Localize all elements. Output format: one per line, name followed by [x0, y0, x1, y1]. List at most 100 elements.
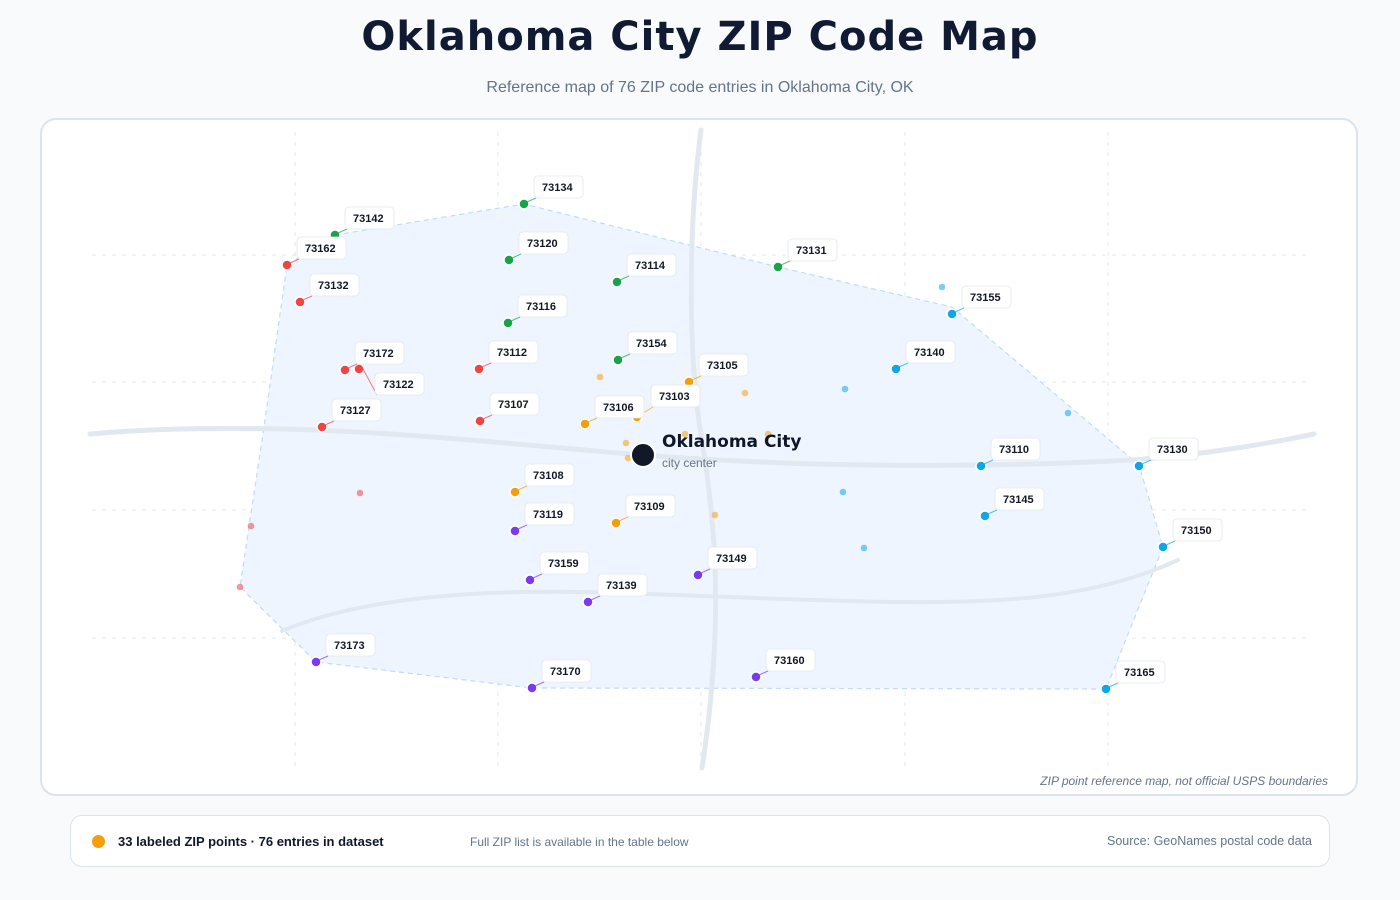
- zip-label-73154[interactable]: 73154: [620, 331, 678, 359]
- zip-point-minor[interactable]: [681, 430, 689, 438]
- zip-label-text: 73127: [340, 405, 371, 417]
- zip-label-73150[interactable]: 73150: [1165, 518, 1223, 546]
- page-subtitle: Reference map of 76 ZIP code entries in …: [486, 79, 914, 96]
- zip-point-73119[interactable]: [509, 525, 521, 537]
- zip-point-73165[interactable]: [1100, 683, 1112, 695]
- zip-point-minor[interactable]: [356, 489, 364, 497]
- zip-label-73116[interactable]: 73116: [510, 294, 568, 322]
- zip-point-73110[interactable]: [975, 460, 987, 472]
- zip-label-73142[interactable]: 73142: [337, 206, 395, 234]
- zip-point-73150[interactable]: [1157, 541, 1169, 553]
- zip-point-minor[interactable]: [247, 522, 255, 530]
- zip-point-73134[interactable]: [518, 198, 530, 210]
- legend-summary: 33 labeled ZIP points · 76 entries in da…: [118, 834, 384, 849]
- zip-point-73116[interactable]: [502, 317, 514, 329]
- zip-label-73130[interactable]: 73130: [1141, 437, 1199, 465]
- zip-label-73155[interactable]: 73155: [954, 285, 1012, 313]
- zip-label-73109[interactable]: 73109: [618, 494, 676, 522]
- zip-point-73155[interactable]: [946, 308, 958, 320]
- legend-dot-icon: [92, 835, 105, 848]
- zip-point-73114[interactable]: [611, 276, 623, 288]
- zip-point-73154[interactable]: [612, 354, 624, 366]
- zip-point-minor[interactable]: [860, 544, 868, 552]
- zip-label-73122[interactable]: 73122: [361, 366, 425, 396]
- zip-point-minor[interactable]: [938, 283, 946, 291]
- zip-label-73107[interactable]: 73107: [482, 392, 540, 420]
- zip-label-73162[interactable]: 73162: [289, 236, 347, 264]
- zip-label-text: 73140: [914, 347, 945, 359]
- zip-label-text: 73120: [527, 238, 558, 250]
- zip-point-minor[interactable]: [764, 430, 772, 438]
- zip-label-text: 73170: [550, 666, 581, 678]
- zip-point-73139[interactable]: [582, 596, 594, 608]
- zip-point-73149[interactable]: [692, 569, 704, 581]
- map-panel[interactable]: 73134 73142 73162 73120 73131 73114 73132 73155…: [40, 118, 1358, 796]
- zip-label-73165[interactable]: 73165: [1108, 660, 1166, 688]
- zip-label-73140[interactable]: 73140: [898, 340, 956, 368]
- zip-point-minor[interactable]: [622, 439, 630, 447]
- zip-point-73106[interactable]: [579, 418, 591, 430]
- zip-point-73120[interactable]: [503, 254, 515, 266]
- zip-label-text: 73103: [659, 391, 690, 403]
- data-source: Source: GeoNames postal code data: [1107, 834, 1312, 848]
- zip-point-73131[interactable]: [772, 261, 784, 273]
- zip-point-73112[interactable]: [473, 363, 485, 375]
- highway-north-south: [688, 127, 719, 771]
- zip-point-minor[interactable]: [841, 385, 849, 393]
- zip-point-minor[interactable]: [236, 583, 244, 591]
- zip-point-minor[interactable]: [839, 488, 847, 496]
- zip-label-text: 73172: [363, 348, 394, 360]
- zip-point-minor[interactable]: [1064, 409, 1072, 417]
- zip-label-text: 73130: [1157, 444, 1188, 456]
- zip-label-73173[interactable]: 73173: [318, 633, 376, 661]
- zip-point-73127[interactable]: [316, 421, 328, 433]
- zip-point-73107[interactable]: [474, 415, 486, 427]
- highway-south-loop: [280, 558, 1180, 633]
- zip-label-73159[interactable]: 73159: [532, 551, 590, 579]
- zip-label-text: 73142: [353, 213, 384, 225]
- zip-point-73173[interactable]: [310, 656, 322, 668]
- zip-label-text: 73160: [774, 655, 805, 667]
- zip-point-73122[interactable]: [353, 363, 365, 375]
- zip-point-73160[interactable]: [750, 671, 762, 683]
- zip-point-73159[interactable]: [524, 574, 536, 586]
- zip-point-73172[interactable]: [339, 364, 351, 376]
- zip-point-minor[interactable]: [596, 373, 604, 381]
- zip-point-minor[interactable]: [624, 454, 632, 462]
- zip-label-73127[interactable]: 73127: [324, 398, 382, 426]
- zip-point-73109[interactable]: [610, 517, 622, 529]
- zip-point-73132[interactable]: [294, 296, 306, 308]
- zip-point-minor[interactable]: [711, 511, 719, 519]
- zip-label-73103[interactable]: 73103: [639, 384, 701, 416]
- zip-label-73149[interactable]: 73149: [700, 546, 758, 574]
- zip-label-73106[interactable]: 73106: [587, 395, 645, 423]
- zip-label-text: 73149: [716, 553, 747, 565]
- zip-label-73172[interactable]: 73172: [347, 341, 405, 369]
- map-canvas[interactable]: 73134 73142 73162 73120 73131 73114 73132 73155…: [42, 120, 1358, 796]
- zip-label-73131[interactable]: 73131: [780, 238, 838, 266]
- zip-point-73130[interactable]: [1133, 460, 1145, 472]
- zip-label-73170[interactable]: 73170: [534, 659, 592, 687]
- zip-point-73140[interactable]: [890, 363, 902, 375]
- zip-label-73120[interactable]: 73120: [511, 231, 569, 259]
- zip-point-minor[interactable]: [741, 389, 749, 397]
- zip-point-73170[interactable]: [526, 682, 538, 694]
- zip-label-73114[interactable]: 73114: [619, 253, 677, 281]
- zip-label-73119[interactable]: 73119: [517, 502, 575, 530]
- zip-label-73139[interactable]: 73139: [590, 573, 648, 601]
- zip-point-73162[interactable]: [281, 259, 293, 271]
- zip-label-73160[interactable]: 73160: [758, 648, 816, 676]
- zip-label-73134[interactable]: 73134: [526, 175, 584, 203]
- zip-point-73145[interactable]: [979, 510, 991, 522]
- zip-label-text: 73150: [1181, 525, 1212, 537]
- zip-point-73108[interactable]: [509, 486, 521, 498]
- zip-label-73145[interactable]: 73145: [987, 487, 1045, 515]
- zip-label-73110[interactable]: 73110: [983, 437, 1041, 465]
- zip-label-73105[interactable]: 73105: [691, 353, 749, 381]
- city-center-marker[interactable]: Oklahoma City city center: [630, 432, 801, 470]
- city-center-icon[interactable]: [630, 442, 656, 468]
- zip-label-73112[interactable]: 73112: [481, 340, 539, 368]
- zip-label-text: 73112: [497, 347, 527, 359]
- zip-label-73132[interactable]: 73132: [302, 273, 360, 301]
- zip-label-73108[interactable]: 73108: [517, 463, 575, 491]
